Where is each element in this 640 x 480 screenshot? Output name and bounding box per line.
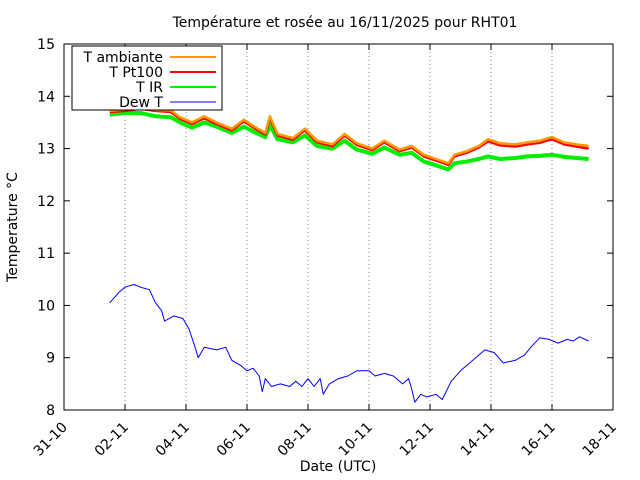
y-tick-label: 11 (37, 246, 55, 262)
x-tick-label: 08-11 (275, 420, 315, 460)
x-tick-label: 06-11 (214, 420, 254, 460)
x-tick-label: 18-11 (580, 420, 620, 460)
y-tick-label: 14 (37, 89, 55, 105)
x-tick-label: 02-11 (92, 420, 132, 460)
chart-title: Température et rosée au 16/11/2025 pour … (172, 15, 518, 31)
y-tick-label: 9 (46, 351, 55, 367)
series-line-t-ir (109, 111, 589, 172)
legend-label-dew-t: Dew T (119, 95, 163, 111)
x-axis-label: Date (UTC) (300, 459, 377, 475)
y-tick-label: 10 (37, 298, 55, 314)
y-tick-label: 15 (37, 37, 55, 53)
series-line-dew-t (109, 284, 589, 403)
x-tick-label: 16-11 (519, 420, 559, 460)
legend-label-t-ambiante: T ambiante (82, 50, 163, 66)
x-tick-label: 12-11 (397, 420, 437, 460)
x-tick-label: 10-11 (336, 420, 376, 460)
y-tick-label: 13 (37, 142, 55, 158)
x-tick-label: 14-11 (458, 420, 498, 460)
y-axis-label: Temperature °C (5, 172, 21, 283)
x-tick-label: 04-11 (153, 420, 193, 460)
series-layer (109, 106, 589, 403)
plot-area-frame (63, 43, 614, 411)
x-tick-label: 31-10 (31, 420, 71, 460)
y-tick-label: 12 (37, 194, 55, 210)
series-line-t-ambiante (109, 106, 589, 165)
legend-label-t-pt100: T Pt100 (108, 65, 163, 81)
series-line-t-pt100 (109, 107, 589, 167)
y-tick-label: 8 (46, 403, 55, 419)
legend-label-t-ir: T IR (135, 80, 163, 96)
